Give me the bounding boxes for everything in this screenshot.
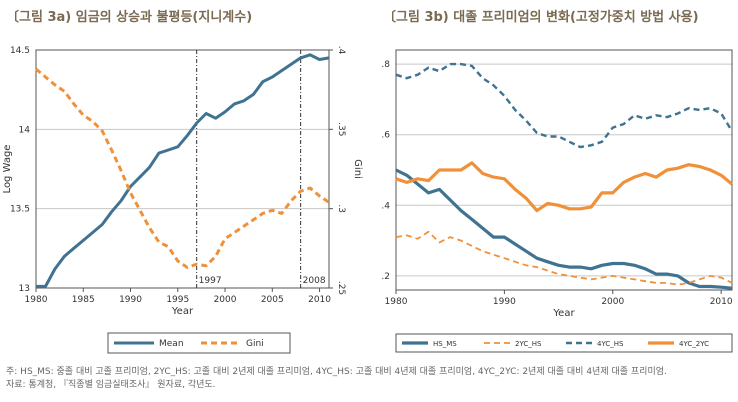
chart-a-x-tick-3: 1995 [166,295,189,305]
chart-a-y2-tick-3: .4 [336,46,346,55]
chart-a-x-tick-4: 2000 [214,295,237,305]
chart-a-x-tick-6: 2010 [308,295,331,305]
chart-a-x-tick-1: 1985 [72,295,95,305]
chart-b-x-tick-2: 2000 [601,297,624,307]
chart-a-x-tick-5: 2005 [261,295,284,305]
chart-a-x-axis-label: Year [171,306,194,317]
chart-b-series-4yc-hs [395,62,734,149]
chart-b-y-tick-0: .2 [381,272,390,282]
chart-b-legend-label-1: 2YC_HS [515,340,542,348]
chart-a-legend-label-1: Gini [246,339,264,349]
chart-a-legend-label-0: Mean [159,339,184,349]
chart-a-y-axis-label: Log Wage [2,145,13,194]
chart-b-x-tick-3: 2010 [710,297,733,307]
chart-b-x-tick-1: 1990 [493,297,516,307]
chart-a-series-gini [35,67,330,269]
chart-b-y-tick-1: .4 [381,201,390,211]
chart-a-y2-tick-1: .3 [336,204,346,213]
chart-a-plot-frame [35,49,330,289]
chart-b-x-axis-label: Year [552,308,575,319]
chart-b-series-hs-ms [395,168,733,290]
chart-b-title: 〔그림 3b) 대졸 프리미엄의 변화(고정가중치 방법 사용) [383,10,699,25]
footnote-definitions: 주: HS_MS: 중졸 대비 고졸 프리미엄, 2YC_HS: 고졸 대비 2… [6,367,667,377]
chart-b-y-tick-2: .6 [381,131,390,141]
chart-b-legend-box [395,333,733,353]
chart-a-y-tick-0: 13 [19,284,30,294]
chart-b-legend-label-2: 4YC_HS [597,340,624,348]
chart-b-series-4yc-2yc [395,161,734,213]
chart-a-y-tick-2: 14 [19,125,31,135]
chart-a-y2-tick-0: .25 [336,281,346,295]
footnote-source: 자료: 통계청, 『직종별 임금실태조사』 원자료, 각년도. [6,380,216,390]
chart-a-y-tick-3: 14.5 [10,46,30,56]
chart-a-y-tick-1: 13.5 [10,205,30,215]
chart-b-legend-label-0: HS_MS [433,340,457,348]
chart-a-title: 〔그림 3a) 임금의 상승과 불평등(지니계수) [6,10,253,25]
chart-a-legend-box [107,332,291,354]
chart-a-y2-tick-2: .35 [336,122,346,136]
chart-a-x-tick-0: 1980 [25,295,48,305]
chart-a-annotation-label-1: 2008 [303,276,326,286]
chart-a-y2-axis-label: Gini [352,159,363,179]
chart-a-series-mean [36,53,330,288]
figure-canvas: 13 13.5 14 14.5 1980 1985 1990 1995 2000 2005 2010… [2,46,734,354]
chart-b-legend-label-3: 4YC_2YC [679,340,709,348]
chart-b-x-tick-0: 1980 [385,297,408,307]
chart-b-y-tick-3: .8 [381,60,390,70]
chart-a-x-tick-2: 1990 [119,295,142,305]
chart-a-annotation-label-0: 1997 [199,276,222,286]
chart-b-series-2yc-hs [395,230,733,286]
